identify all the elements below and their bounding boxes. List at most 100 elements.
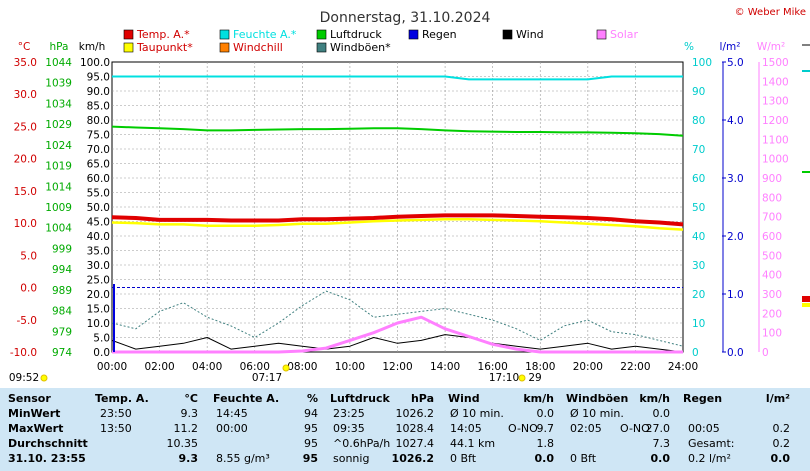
stats-cell: 95 — [304, 437, 318, 450]
time-tick-label: 20:00 — [573, 361, 603, 373]
stats-cell: ^0.6hPa/h — [333, 437, 391, 450]
hpa-tick-label: 1034 — [45, 98, 72, 110]
stats-cell: 09:35 — [333, 422, 365, 435]
stats-cell: 1.8 — [536, 437, 555, 450]
stats-header: Wind — [448, 392, 480, 405]
hpa-tick-label: 994 — [52, 264, 72, 276]
stats-cell: 9.3 — [178, 452, 199, 465]
kmh-tick-label: 30.0 — [87, 260, 110, 272]
hpa-tick-label: 1009 — [45, 202, 72, 214]
time-tick-label: 10:00 — [335, 361, 365, 373]
series-line — [111, 334, 684, 353]
stats-cell: 1028.4 — [395, 422, 435, 435]
legend-swatch — [316, 29, 327, 40]
series-line — [111, 217, 684, 231]
temp-unit-label: °C — [18, 41, 31, 53]
moon-icon — [518, 374, 526, 382]
kmh-tick-label: 90.0 — [87, 86, 110, 98]
kmh-tick-label: 70.0 — [87, 144, 110, 156]
stats-cell: 13:50 — [100, 422, 132, 435]
legend-label: Regen — [422, 28, 457, 41]
temp-tick-label: 5.0 — [20, 250, 37, 262]
stats-header: Temp. A. — [95, 392, 149, 405]
solar-tick-label: 700 — [762, 212, 782, 224]
temp-tick-label: 15.0 — [14, 186, 37, 198]
solar-tick-label: 200 — [762, 308, 782, 320]
stats-cell: 11.2 — [173, 422, 199, 435]
legend-label: Feuchte A.* — [233, 28, 297, 41]
stats-header: Windböen — [566, 392, 629, 405]
stats-cell: 1026.2 — [395, 407, 435, 420]
legend-label: Taupunkt* — [136, 41, 193, 54]
solar-tick-label: 1300 — [762, 96, 789, 108]
solar-tick-label: 1500 — [762, 57, 789, 69]
sun-moon-label: 17:10 — [489, 372, 519, 384]
stats-header: % — [306, 392, 318, 405]
legend-label: Windböen* — [330, 41, 391, 54]
hpa-tick-label: 1014 — [45, 181, 72, 193]
stats-cell: 23:25 — [333, 407, 365, 420]
stats-cell: O-NO — [620, 422, 650, 435]
legend-swatch — [123, 29, 134, 40]
series-line — [111, 213, 684, 227]
kmh-tick-label: 40.0 — [87, 231, 110, 243]
stats-cell: 00:05 — [688, 422, 720, 435]
solar-tick-label: 900 — [762, 173, 782, 185]
stats-header: km/h — [523, 392, 554, 405]
kmh-tick-label: 35.0 — [87, 246, 110, 258]
legend-swatch — [316, 42, 327, 53]
stats-row-label: MinWert — [8, 407, 61, 420]
temp-tick-label: 10.0 — [14, 218, 37, 230]
time-tick-label: 22:00 — [620, 361, 650, 373]
pct-tick-label: 30 — [692, 260, 705, 272]
rain-tick-label: 4.0 — [727, 115, 744, 127]
solar-tick-label: 300 — [762, 289, 782, 301]
stats-cell: Ø 10 min. — [450, 407, 504, 420]
time-tick-label: 16:00 — [478, 361, 508, 373]
stats-cell: 02:05 — [570, 422, 602, 435]
stats-cell: sonnig — [333, 452, 370, 465]
stats-cell: 0.2 — [772, 437, 791, 450]
kmh-tick-label: 15.0 — [87, 304, 110, 316]
stats-cell: O-NO — [508, 422, 538, 435]
pct-tick-label: 50 — [692, 202, 705, 214]
stats-header: °C — [184, 392, 198, 405]
solar-tick-label: 0 — [762, 347, 769, 359]
stats-cell: 44.1 km — [450, 437, 496, 450]
grid — [111, 61, 684, 353]
hpa-tick-label: 1004 — [45, 223, 72, 235]
stats-cell: 0.0 — [652, 407, 671, 420]
stats-cell: Ø 10 min. — [570, 407, 624, 420]
rain-tick-label: 2.0 — [727, 231, 744, 243]
kmh-tick-label: 95.0 — [87, 72, 110, 84]
kmh-tick-label: 80.0 — [87, 115, 110, 127]
stats-cell: 94 — [304, 407, 318, 420]
legend: Temp. A.* Feuchte A.* Luftdruck Regen Wind So… — [123, 28, 639, 54]
solar-tick-label: 1000 — [762, 154, 789, 166]
time-tick-label: 14:00 — [430, 361, 460, 373]
hpa-tick-label: 979 — [52, 326, 72, 338]
legend-swatch — [502, 29, 513, 40]
solar-unit-label: W/m² — [757, 41, 785, 53]
pct-tick-label: 80 — [692, 115, 705, 127]
solar-tick-label: 500 — [762, 250, 782, 262]
time-tick-label: 00:00 — [97, 361, 127, 373]
stats-header: Luftdruck — [330, 392, 390, 405]
stats-row-label: MaxWert — [8, 422, 64, 435]
solar-tick-label: 1400 — [762, 76, 789, 88]
stats-header: Feuchte A. — [213, 392, 280, 405]
solar-tick-label: 1200 — [762, 115, 789, 127]
kmh-tick-label: 20.0 — [87, 289, 110, 301]
legend-swatch — [123, 42, 134, 53]
pct-tick-label: 90 — [692, 86, 705, 98]
kmh-tick-label: 75.0 — [87, 130, 110, 142]
stats-cell: 0 Bft — [570, 452, 597, 465]
stats-cell: 0.2 — [772, 422, 791, 435]
legend-label: Windchill — [233, 41, 283, 54]
stats-cell: 14:05 — [450, 422, 482, 435]
series-layer — [111, 44, 810, 354]
stats-cell: 0.0 — [650, 452, 671, 465]
hpa-tick-label: 1029 — [45, 119, 72, 131]
sun-moon-label: 09:52 — [9, 372, 39, 384]
stats-cell: 9.3 — [180, 407, 199, 420]
